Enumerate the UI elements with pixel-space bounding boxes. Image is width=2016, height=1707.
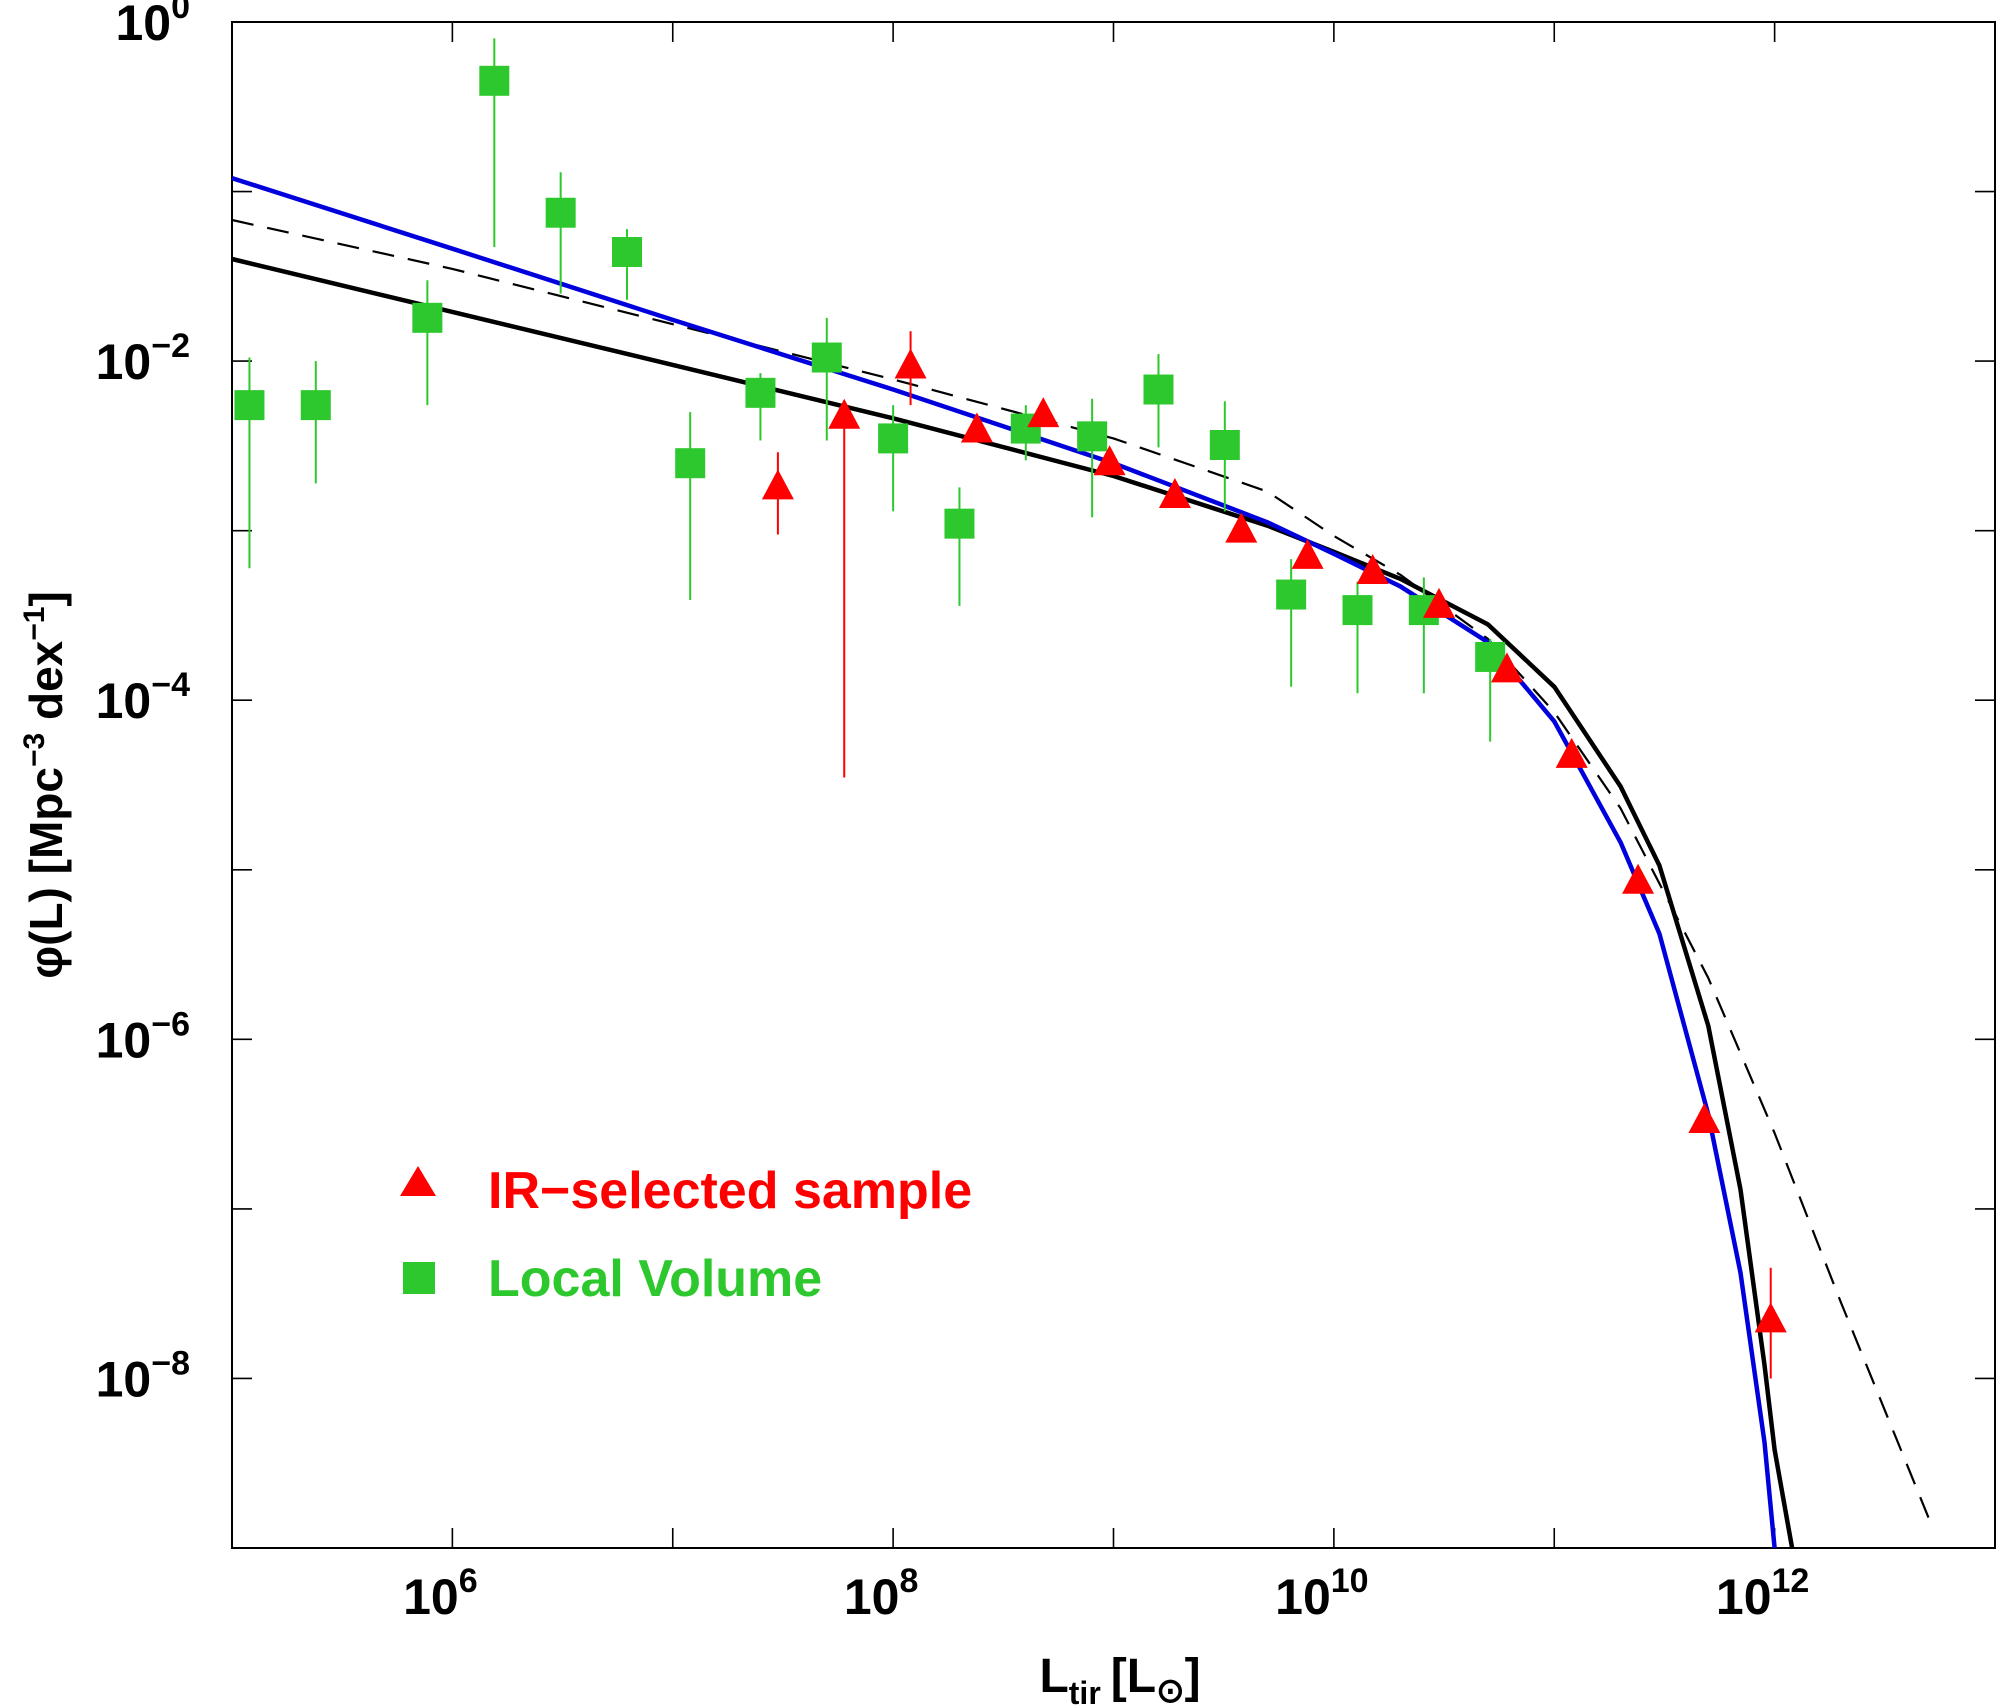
y-tick-label-exp: −6: [151, 1005, 190, 1043]
local-volume-point: [1143, 374, 1174, 405]
ir-selected-point: [761, 469, 794, 500]
model-curve-black-dashed: [232, 218, 1930, 1519]
legend-label-ir-selected: IR−selected sample: [488, 1162, 972, 1220]
model-curves: [232, 175, 1930, 1548]
ir-selected-point: [1490, 652, 1523, 683]
minor-ticks: [231, 21, 1996, 1549]
y-tick-label-exp: 0: [171, 0, 190, 26]
x-tick-label-base: 10: [844, 1569, 900, 1625]
local-volume-point: [1342, 595, 1373, 626]
y-axis-title-suffix: ]: [20, 591, 72, 606]
local-volume-point: [811, 342, 842, 373]
ir-selected-point: [1158, 478, 1191, 509]
y-tick-label-base: 10: [96, 1012, 152, 1068]
ir-selected-point: [1622, 863, 1655, 894]
model-curve-blue-solid: [232, 175, 1777, 1548]
y-tick-label-exp: −4: [151, 666, 190, 704]
ir-selected-point: [828, 398, 861, 429]
local-volume-point: [1276, 579, 1307, 610]
local-volume-point: [878, 423, 909, 454]
x-tick-label-base: 10: [1275, 1569, 1331, 1625]
local-volume-point: [675, 448, 706, 479]
y-tick-label-base: 10: [96, 334, 152, 390]
y-tick-label-base: 10: [96, 673, 152, 729]
x-tick-label: 1012: [1716, 1562, 1809, 1625]
legend: IR−selected sample Local Volume: [400, 1162, 972, 1308]
y-tick-label-exp: −2: [151, 327, 190, 365]
y-axis-title-exp1: −3: [18, 733, 51, 767]
x-axis-title-sun-symbol: ⊙: [1156, 1672, 1185, 1707]
x-tick-label-base: 10: [1716, 1569, 1772, 1625]
x-axis-title-main: L: [1039, 1650, 1068, 1703]
local-volume-point: [412, 302, 443, 333]
x-tick-label-base: 10: [403, 1569, 459, 1625]
x-tick-labels: 106 108 1010 1012: [403, 1562, 1809, 1625]
y-tick-label: 10−2: [96, 327, 190, 390]
y-tick-label: 10−6: [96, 1005, 190, 1068]
x-axis-title: Ltir [L⊙]: [1039, 1650, 1200, 1707]
model-curve-black-solid: [232, 256, 1795, 1548]
y-axis-title: φ(L) [Mpc−3 dex−1]: [18, 591, 72, 979]
x-tick-label-exp: 8: [899, 1562, 918, 1600]
ir-selected-point: [1027, 397, 1060, 428]
x-tick-label: 108: [844, 1562, 919, 1625]
ir-selected-point: [1093, 445, 1126, 476]
legend-triangle-marker: [400, 1166, 436, 1196]
ir-selected-point: [1555, 737, 1588, 768]
ir-selected-point: [1356, 554, 1389, 585]
plot-frame: [231, 21, 1996, 1549]
local-volume-point: [545, 197, 576, 228]
local-volume-point: [1209, 430, 1240, 461]
local-volume-point: [745, 377, 776, 408]
ir-selected-point: [1291, 538, 1324, 569]
y-tick-label-base: 10: [96, 1351, 152, 1407]
x-tick-label-exp: 6: [459, 1562, 478, 1600]
y-axis-title-prefix: φ(L) [Mpc: [20, 767, 72, 979]
local-volume-point: [944, 508, 975, 539]
data-markers: [234, 65, 1787, 1333]
ir-selected-point: [894, 348, 927, 379]
y-tick-label: 10−4: [96, 666, 190, 729]
x-tick-label-exp: 12: [1772, 1562, 1810, 1600]
local-volume-point: [611, 237, 642, 268]
local-volume-point: [300, 390, 331, 421]
ir-selected-point: [1754, 1302, 1787, 1333]
y-axis-title-exp2: −1: [18, 607, 51, 641]
x-tick-label: 1010: [1275, 1562, 1368, 1625]
x-axis-title-sub: tir: [1069, 1675, 1101, 1707]
ir-selected-point: [960, 412, 993, 443]
x-axis-title-bracket-open: [L: [1111, 1650, 1156, 1703]
y-tick-label: 100: [115, 0, 190, 51]
ir-selected-point: [1688, 1102, 1721, 1133]
legend-label-local-volume: Local Volume: [488, 1250, 822, 1308]
y-tick-label-base: 10: [115, 0, 171, 51]
x-tick-label: 106: [403, 1562, 478, 1625]
legend-square-marker: [403, 1262, 435, 1294]
x-axis-title-bracket-close: ]: [1185, 1650, 1201, 1703]
y-axis-title-mid: dex: [20, 640, 72, 732]
y-tick-label-exp: −8: [151, 1344, 190, 1382]
ir-selected-point: [1423, 587, 1456, 618]
local-volume-point: [1077, 421, 1108, 452]
local-volume-point: [479, 65, 510, 96]
x-tick-label-exp: 10: [1331, 1562, 1369, 1600]
ir-selected-point: [1225, 512, 1258, 543]
local-volume-point: [234, 390, 265, 421]
y-tick-label: 10−8: [96, 1344, 190, 1407]
